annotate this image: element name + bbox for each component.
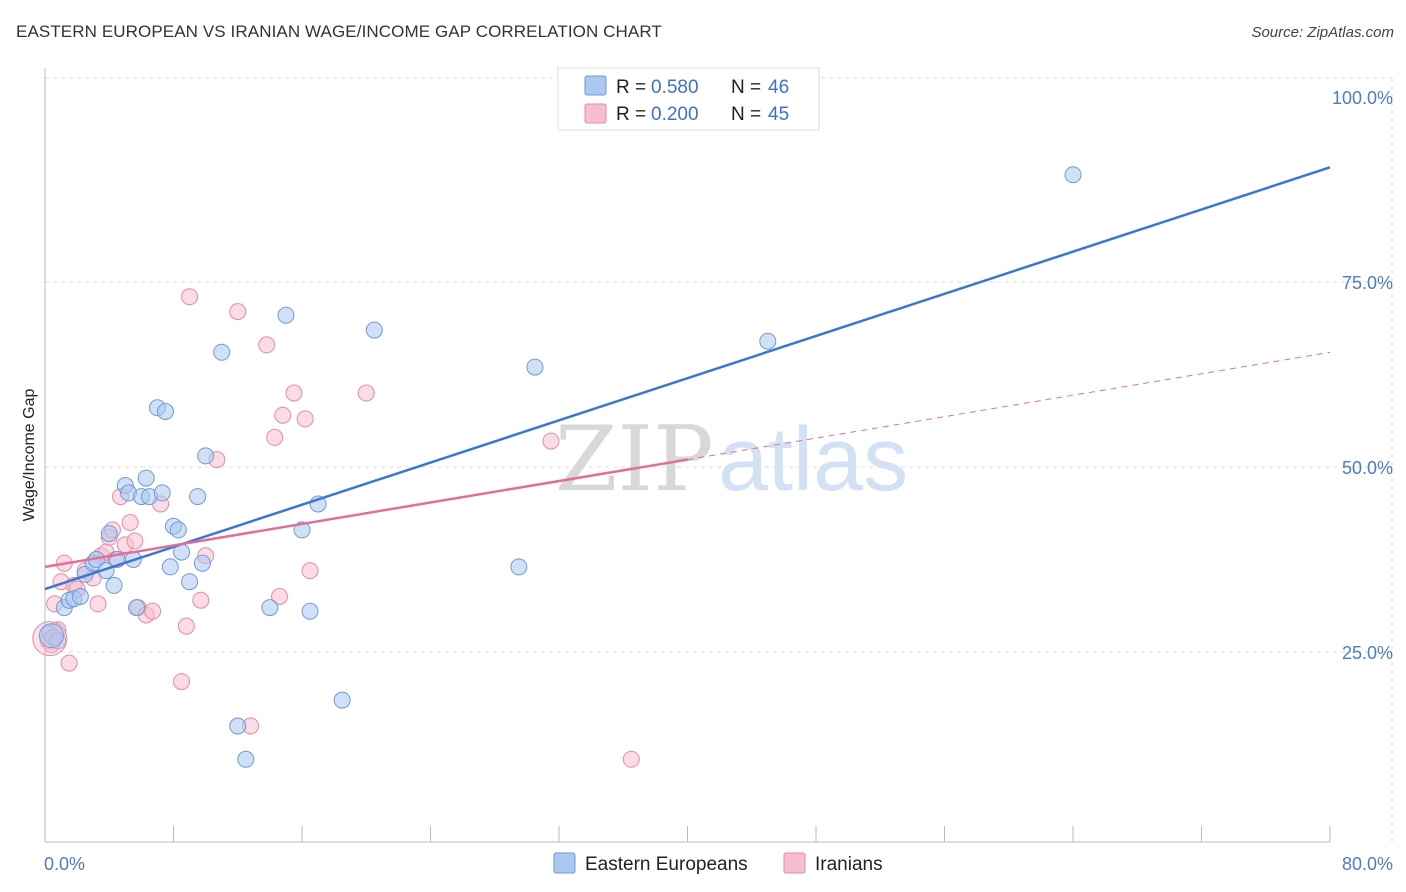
watermark-atlas: atlas — [718, 410, 908, 510]
iranian-point-19 — [121, 514, 139, 531]
axes — [44, 68, 1331, 843]
legend-n-label-1: N = — [731, 77, 761, 98]
legend-n-value-1: 46 — [768, 77, 789, 98]
iranian-point-25 — [173, 673, 191, 691]
eastern-european-point-24 — [161, 558, 179, 576]
legend-n-value-2: 45 — [768, 104, 789, 125]
eastern-european-point-26 — [169, 521, 187, 539]
correlation-legend: R = 0.580 N = 46 R = 0.200 N = 45 — [557, 67, 820, 131]
tick-labels: 25.0% 50.0% 75.0% 100.0% 0.0% 80.0% — [44, 88, 1393, 874]
eastern-european-point-31 — [197, 447, 215, 465]
iranian-point-39 — [301, 562, 319, 580]
y-axis-title: Wage/Income Gap — [21, 389, 38, 522]
y-tick-label-100: 100.0% — [1332, 88, 1393, 108]
series-label-iranians: Iranians — [815, 854, 883, 875]
y-tick-label-25: 25.0% — [1342, 643, 1393, 663]
eastern-european-point-34 — [237, 750, 255, 768]
legend-swatch-blue — [584, 75, 607, 96]
iranian-point-6 — [60, 654, 78, 672]
eastern-european-point-44 — [759, 332, 777, 350]
eastern-european-point-33 — [229, 717, 247, 735]
eastern-european-point-43 — [526, 358, 544, 376]
eastern-european-point-42 — [510, 558, 528, 576]
y-tick-label-75: 75.0% — [1342, 273, 1393, 293]
iranian-point-27 — [181, 288, 199, 306]
eastern-european-trend-line — [44, 166, 1331, 591]
iranian-point-35 — [271, 588, 289, 605]
legend-r-label-1: R = — [616, 77, 646, 98]
iranian-point-40 — [357, 384, 375, 402]
legend-r-label-2: R = — [616, 104, 646, 125]
eastern-european-point-32 — [213, 343, 231, 361]
x-tick-label-min: 0.0% — [44, 854, 85, 874]
iranian-point-28 — [192, 591, 210, 609]
iranian-point-42 — [622, 750, 640, 768]
iranian-trend-extension — [687, 351, 1331, 461]
iranian-point-23 — [144, 602, 162, 620]
legend-r-value-1: 0.580 — [651, 77, 699, 98]
eastern-european-point-17 — [128, 599, 146, 617]
eastern-european-point-12 — [105, 576, 123, 594]
series-swatch-eastern-europeans — [553, 852, 576, 874]
eastern-european-point-40 — [333, 691, 351, 709]
iranian-point-33 — [258, 336, 276, 354]
eastern-european-point-41 — [365, 321, 383, 339]
iranian-point-31 — [229, 303, 247, 321]
eastern-european-point-30 — [193, 554, 211, 572]
series-swatch-iranians — [783, 852, 806, 874]
iranian-point-11 — [89, 595, 107, 613]
eastern-european-point-6 — [71, 588, 89, 605]
series-legend: Eastern Europeans Iranians — [553, 852, 883, 875]
eastern-european-point-38 — [301, 602, 319, 620]
iranian-point-41 — [542, 432, 560, 450]
iranian-point-20 — [126, 532, 144, 550]
y-tick-label-50: 50.0% — [1342, 458, 1393, 478]
eastern-european-point-28 — [181, 573, 199, 591]
eastern-european-point-35 — [261, 599, 279, 617]
source-credit: Source: ZipAtlas.com — [1251, 24, 1394, 41]
iranian-point-34 — [266, 428, 284, 446]
eastern-european-point-22 — [153, 484, 171, 502]
iranian-trend-line — [44, 458, 688, 569]
eastern-european-point-19 — [137, 469, 155, 487]
eastern-european-point-23 — [156, 403, 174, 420]
series-label-eastern-europeans: Eastern Europeans — [585, 854, 748, 875]
eastern-european-point-29 — [189, 488, 207, 506]
legend-swatch-pink — [584, 103, 607, 124]
data-points — [32, 166, 1082, 768]
eastern-european-point-36 — [277, 306, 295, 324]
eastern-european-point-45 — [1064, 166, 1082, 184]
chart-title: EASTERN EUROPEAN VS IRANIAN WAGE/INCOME … — [16, 22, 662, 41]
legend-r-value-2: 0.200 — [651, 104, 699, 125]
eastern-european-point-11 — [100, 525, 118, 543]
iranian-point-36 — [274, 406, 292, 424]
iranian-point-38 — [296, 410, 314, 428]
eastern-european-cluster-bubble — [38, 623, 64, 649]
iranian-point-37 — [285, 384, 303, 402]
x-tick-label-max: 80.0% — [1342, 854, 1393, 874]
iranian-point-26 — [177, 617, 195, 635]
legend-n-label-2: N = — [731, 104, 761, 125]
trend-lines — [44, 166, 1331, 591]
